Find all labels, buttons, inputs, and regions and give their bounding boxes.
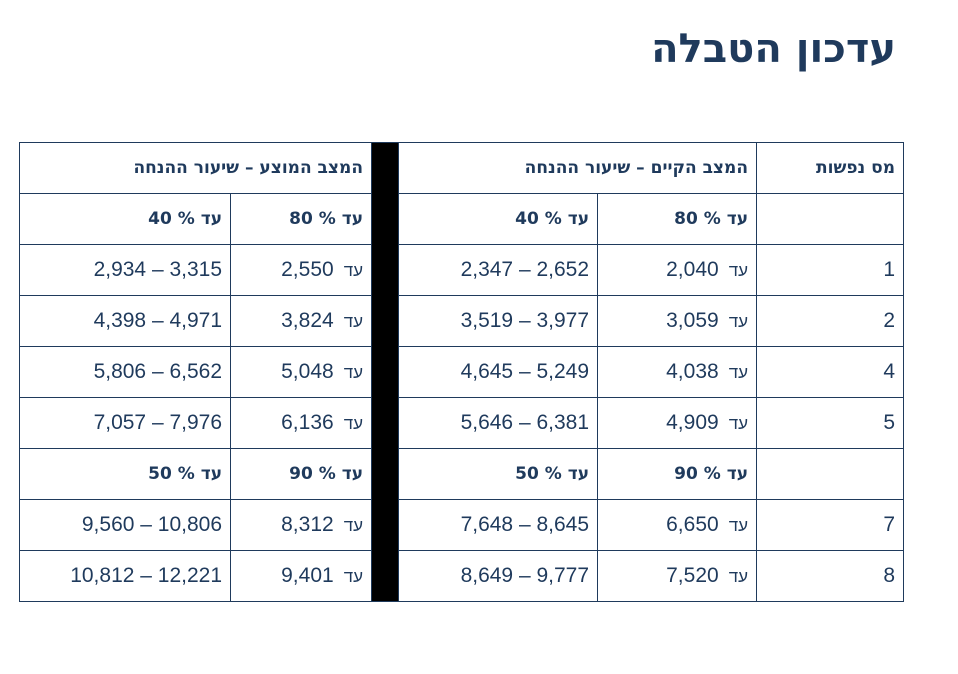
- up-to-prefix: עד: [343, 261, 364, 280]
- discount-rates-table: מס נפשות המצב הקיים – שיעור ההנחה המצב ה…: [18, 142, 905, 602]
- current-range-value: 3,519 – 3,977: [398, 295, 599, 347]
- up-to-prefix: עד: [728, 363, 749, 382]
- proposed-high-value: 2,550: [281, 258, 334, 281]
- up-to-prefix: עד: [728, 567, 749, 586]
- subheader-current-low: עד % 50: [398, 448, 599, 500]
- column-separator: [371, 142, 400, 602]
- current-range-value: 8,649 – 9,777: [398, 550, 599, 602]
- household-size-cell: 7: [756, 499, 905, 551]
- subheader-proposed-high: עד % 80: [230, 193, 373, 245]
- proposed-high-value: 6,136: [281, 411, 334, 434]
- current-range-value: 2,347 – 2,652: [398, 244, 599, 296]
- proposed-range-value: 9,560 – 10,806: [18, 499, 232, 551]
- up-to-prefix: עד: [728, 312, 749, 331]
- proposed-range-value: 2,934 – 3,315: [18, 244, 232, 296]
- table-row: 1 עד 2,040 2,347 – 2,652 עד 2,550 2,934 – …: [18, 244, 905, 296]
- household-size-cell: 4: [756, 346, 905, 398]
- subheader-current-high: עד % 90: [597, 448, 758, 500]
- table-row: 4 עד 4,038 4,645 – 5,249 עד 5,048 5,806 – …: [18, 346, 905, 398]
- up-to-prefix: עד: [728, 261, 749, 280]
- up-to-prefix: עד: [343, 567, 364, 586]
- proposed-high-value: 3,824: [281, 309, 334, 332]
- current-high-value: 4,038: [666, 360, 719, 383]
- table-row: 5 עד 4,909 5,646 – 6,381 עד 6,136 7,057 – …: [18, 397, 905, 449]
- header-household-size: מס נפשות: [756, 142, 905, 194]
- subheader-empty: [756, 193, 905, 245]
- table-header-row: מס נפשות המצב הקיים – שיעור ההנחה המצב ה…: [18, 142, 905, 602]
- subheader-proposed-low: עד % 40: [18, 193, 232, 245]
- subheader-proposed-low: עד % 50: [18, 448, 232, 500]
- table-row: 8 עד 7,520 8,649 – 9,777 עד 9,401 10,812 –…: [18, 550, 905, 602]
- proposed-range-value: 4,398 – 4,971: [18, 295, 232, 347]
- proposed-high-value: 5,048: [281, 360, 334, 383]
- table-row: 2 עד 3,059 3,519 – 3,977 עד 3,824 4,398 – …: [18, 295, 905, 347]
- current-high-value: 2,040: [666, 258, 719, 281]
- current-high-value: 4,909: [666, 411, 719, 434]
- household-size-cell: 2: [756, 295, 905, 347]
- proposed-range-value: 10,812 – 12,221: [18, 550, 232, 602]
- proposed-high-value: 8,312: [281, 513, 334, 536]
- current-high-value: 7,520: [666, 564, 719, 587]
- household-size-cell: 8: [756, 550, 905, 602]
- page-title: עדכון הטבלה: [651, 26, 896, 72]
- proposed-range-value: 7,057 – 7,976: [18, 397, 232, 449]
- header-current-state: המצב הקיים – שיעור ההנחה: [398, 142, 758, 194]
- subheader-empty: [756, 448, 905, 500]
- up-to-prefix: עד: [343, 414, 364, 433]
- up-to-prefix: עד: [343, 363, 364, 382]
- up-to-prefix: עד: [343, 312, 364, 331]
- current-high-value: 3,059: [666, 309, 719, 332]
- subheader-proposed-high: עד % 90: [230, 448, 373, 500]
- up-to-prefix: עד: [728, 414, 749, 433]
- current-high-value: 6,650: [666, 513, 719, 536]
- table-subheader-row: עד % 80 עד % 40 עד % 80 עד % 40: [18, 193, 905, 245]
- header-proposed-state: המצב המוצע – שיעור ההנחה: [18, 142, 373, 194]
- household-size-cell: 1: [756, 244, 905, 296]
- table-subheader-row: עד % 90 עד % 50 עד % 90 עד % 50: [18, 448, 905, 500]
- household-size-cell: 5: [756, 397, 905, 449]
- current-range-value: 5,646 – 6,381: [398, 397, 599, 449]
- proposed-range-value: 5,806 – 6,562: [18, 346, 232, 398]
- up-to-prefix: עד: [343, 516, 364, 535]
- current-range-value: 7,648 – 8,645: [398, 499, 599, 551]
- up-to-prefix: עד: [728, 516, 749, 535]
- proposed-high-value: 9,401: [281, 564, 334, 587]
- subheader-current-high: עד % 80: [597, 193, 758, 245]
- table-row: 7 עד 6,650 7,648 – 8,645 עד 8,312 9,560 – …: [18, 499, 905, 551]
- subheader-current-low: עד % 40: [398, 193, 599, 245]
- current-range-value: 4,645 – 5,249: [398, 346, 599, 398]
